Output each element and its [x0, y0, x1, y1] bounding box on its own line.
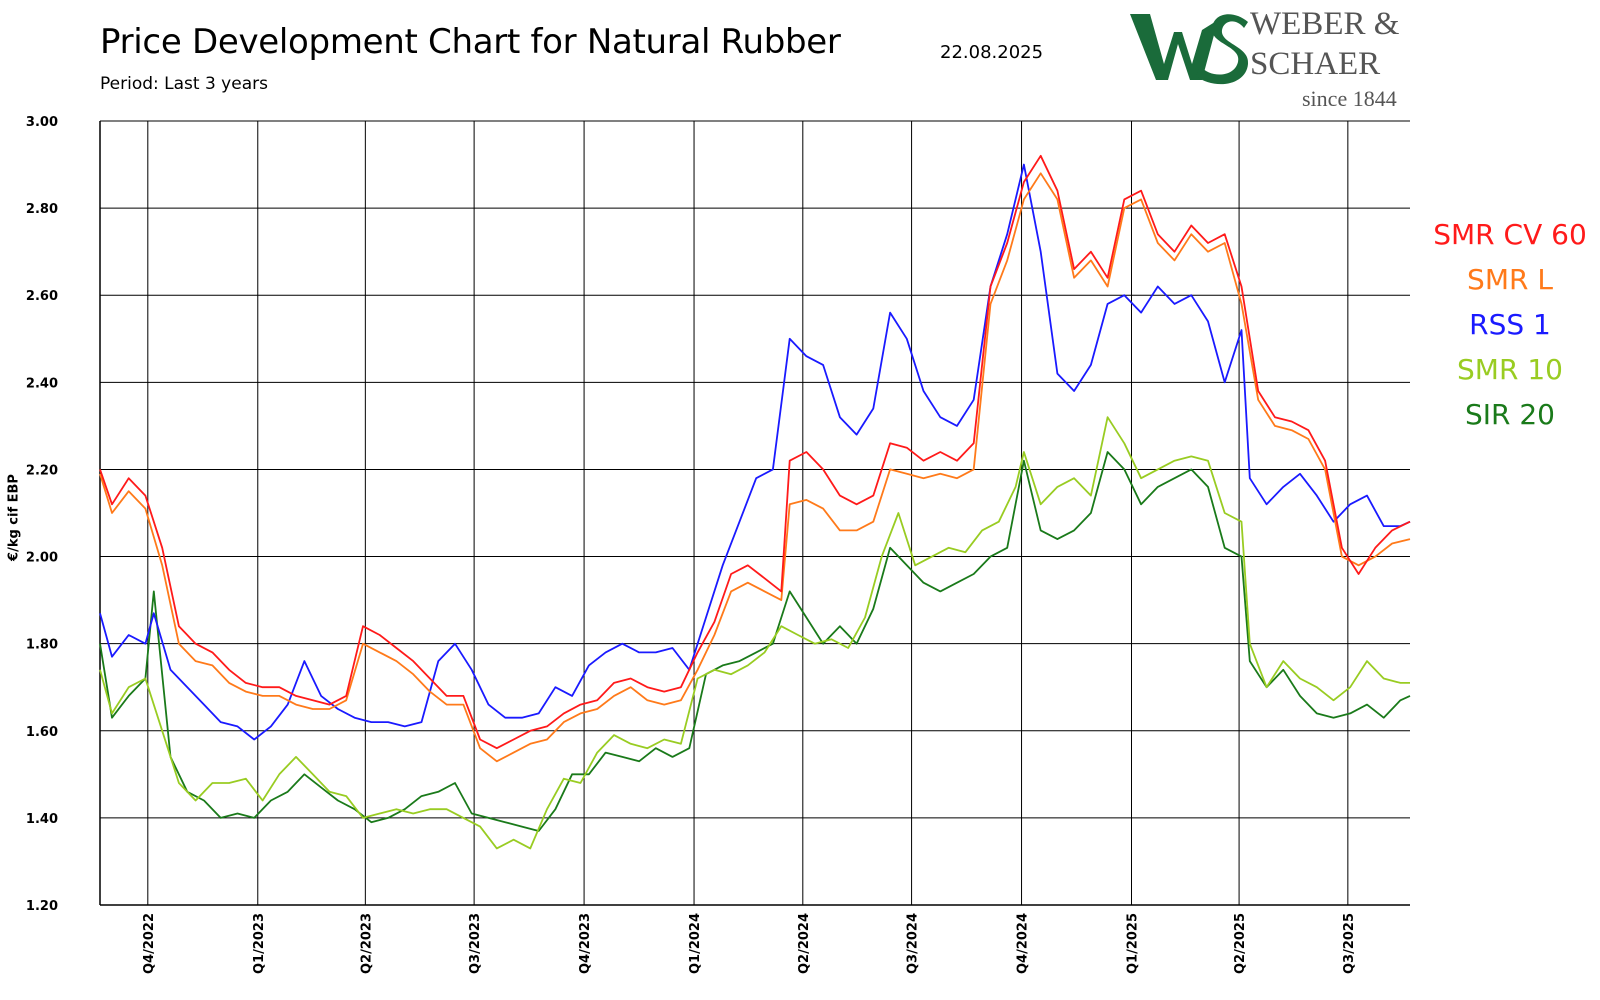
y-tick-label: 2.00	[26, 551, 58, 566]
y-tick-label: 1.80	[26, 638, 58, 653]
x-tick-label: Q2/2023	[359, 913, 374, 974]
series-line-rss-1	[99, 163, 1411, 741]
series-line-sir-20	[99, 451, 1411, 832]
logo-name-line1: WEBER &	[1250, 6, 1400, 42]
x-tick-label: Q1/2025	[1126, 913, 1141, 974]
x-tick-label: Q3/2025	[1342, 913, 1357, 974]
x-tick-label: Q3/2023	[468, 913, 483, 974]
x-tick-label: Q4/2023	[578, 913, 593, 974]
chart-title: Price Development Chart for Natural Rubb…	[100, 22, 841, 62]
x-tick-label: Q4/2024	[1016, 913, 1031, 974]
legend-item-smr-cv-60: SMR CV 60	[1433, 218, 1587, 251]
y-tick-label: 1.60	[26, 725, 58, 740]
logo-name-line2: SCHAER	[1250, 46, 1381, 82]
legend-item-smr-10: SMR 10	[1457, 353, 1563, 386]
legend-item-smr-l: SMR L	[1467, 263, 1553, 296]
y-tick-label: 1.40	[26, 812, 58, 827]
x-tick-label: Q1/2023	[252, 913, 267, 974]
y-tick-label: 2.20	[26, 463, 58, 478]
y-tick-label: 1.20	[26, 899, 58, 914]
ws-monogram-logo	[1130, 14, 1249, 85]
y-tick-label: 2.80	[26, 202, 58, 217]
x-tick-label: Q4/2022	[142, 913, 157, 974]
series-line-smr-cv-60	[99, 154, 1411, 750]
series-line-smr-l	[99, 172, 1411, 763]
chart-legend: SMR CV 60 SMR L RSS 1 SMR 10 SIR 20	[1420, 212, 1600, 437]
logo-since: since 1844	[1302, 86, 1397, 111]
x-tick-label: Q1/2024	[688, 913, 703, 974]
y-tick-label: 2.40	[26, 376, 58, 391]
y-tick-label: 2.60	[26, 289, 58, 304]
legend-item-rss-1: RSS 1	[1469, 308, 1551, 341]
x-tick-label: Q3/2024	[906, 913, 921, 974]
y-tick-label: 3.00	[26, 115, 58, 130]
x-tick-label: Q2/2025	[1233, 913, 1248, 974]
legend-item-sir-20: SIR 20	[1464, 398, 1555, 431]
chart-period: Period: Last 3 years	[100, 74, 268, 94]
x-tick-label: Q2/2024	[797, 913, 812, 974]
logo-wordmark: WEBER & SCHAER	[1250, 4, 1399, 84]
series-line-smr-10	[99, 416, 1410, 850]
chart-date: 22.08.2025	[940, 42, 1044, 63]
